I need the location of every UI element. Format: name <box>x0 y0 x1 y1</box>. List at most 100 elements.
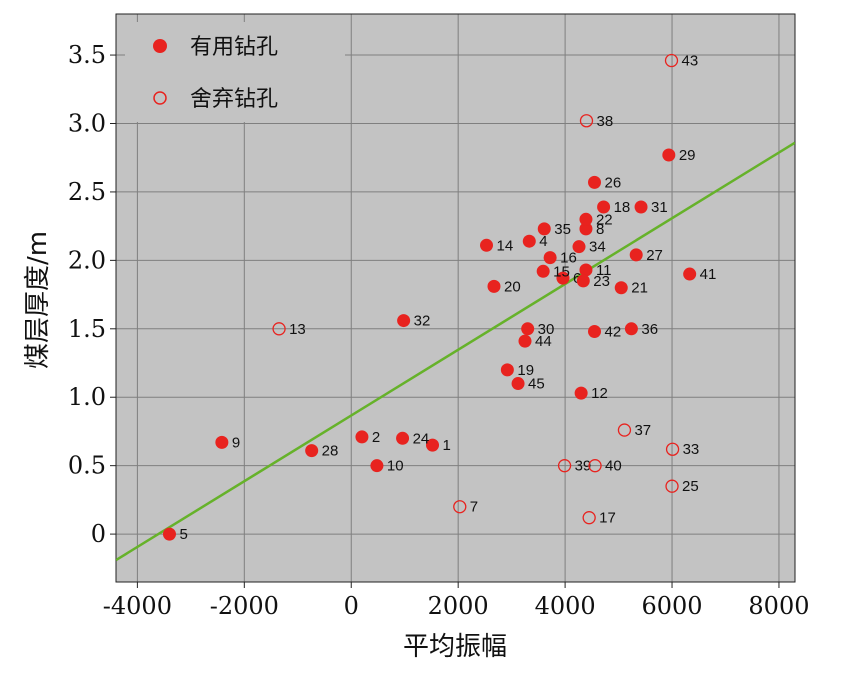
x-tick-label: 6000 <box>641 592 702 620</box>
data-point-filled <box>634 200 648 214</box>
data-point-filled <box>614 281 628 295</box>
data-point-filled <box>487 279 501 293</box>
data-point-filled <box>396 431 410 445</box>
data-point-filled <box>355 430 369 444</box>
data-point-filled <box>426 438 440 452</box>
data-point-filled <box>579 263 593 277</box>
legend-label-discarded: 舍弃钻孔 <box>190 87 278 112</box>
data-point-open <box>665 442 680 456</box>
legend: 有用钻孔 舍弃钻孔 <box>125 22 345 122</box>
point-label: 36 <box>641 321 658 338</box>
point-label: 43 <box>681 53 698 70</box>
data-point-open <box>664 53 679 68</box>
point-label: 31 <box>651 199 668 216</box>
data-point-filled <box>397 314 411 328</box>
legend-background <box>125 22 345 122</box>
y-tick-label: 0.5 <box>68 452 106 480</box>
data-point-filled <box>629 248 643 262</box>
point-label: 34 <box>589 239 606 256</box>
point-label: 11 <box>596 262 612 279</box>
legend-marker-filled <box>153 39 167 53</box>
point-label: 37 <box>634 422 651 439</box>
data-point-open <box>582 511 596 525</box>
data-point-filled <box>480 238 494 252</box>
point-label: 9 <box>232 434 240 451</box>
x-tick-label: -4000 <box>103 592 172 620</box>
data-point-open <box>579 114 594 128</box>
y-tick-label: 3.0 <box>68 109 106 137</box>
data-point-open <box>272 322 286 336</box>
point-label: 17 <box>599 510 616 527</box>
point-label: 24 <box>413 430 430 447</box>
y-tick-label: 0 <box>91 520 106 548</box>
point-label: 7 <box>470 499 478 516</box>
point-label: 19 <box>517 362 534 379</box>
data-point-filled <box>597 200 611 214</box>
data-point-open <box>453 500 467 514</box>
point-label: 1 <box>443 437 451 454</box>
x-tick-label: 0 <box>344 592 359 620</box>
point-label: 45 <box>528 376 545 393</box>
data-point-filled <box>588 175 602 189</box>
x-tick-label: 2000 <box>428 592 489 620</box>
plot-border <box>115 13 796 583</box>
y-tick-label: 2.0 <box>68 246 106 274</box>
data-point-filled <box>543 251 557 265</box>
data-point-filled <box>511 377 525 391</box>
point-label: 6 <box>573 270 581 287</box>
data-point-open <box>557 459 572 473</box>
data-point-filled <box>588 325 602 339</box>
y-tick-label: 2.5 <box>68 178 106 206</box>
point-label: 38 <box>596 113 613 130</box>
x-tick-label: 4000 <box>535 592 596 620</box>
y-tick-label: 1.0 <box>68 383 106 411</box>
point-label: 20 <box>504 278 521 295</box>
point-label: 44 <box>535 333 552 350</box>
y-tick-label: 1.5 <box>68 315 106 343</box>
point-label: 35 <box>554 221 571 238</box>
point-label: 14 <box>497 237 514 254</box>
data-point-filled <box>683 267 697 281</box>
data-point-filled <box>162 527 176 541</box>
point-label: 39 <box>575 458 592 475</box>
data-point-filled <box>521 322 535 336</box>
data-point-filled <box>662 148 676 162</box>
data-point-filled <box>370 459 384 473</box>
point-label: 26 <box>605 174 622 191</box>
data-point-filled <box>522 234 536 248</box>
data-point-filled <box>518 334 532 348</box>
point-label: 16 <box>560 250 577 267</box>
data-point-filled <box>624 322 638 336</box>
data-point-filled <box>579 222 593 236</box>
point-label: 27 <box>646 247 663 264</box>
data-point-filled <box>574 386 588 400</box>
x-tick-label: 8000 <box>748 592 809 620</box>
data-point-filled <box>215 435 229 449</box>
legend-label-useful: 有用钻孔 <box>190 35 278 60</box>
data-point-filled <box>305 444 319 458</box>
point-label: 23 <box>593 273 610 290</box>
data-point-filled <box>576 274 590 288</box>
point-label: 25 <box>682 478 699 495</box>
point-label: 41 <box>700 266 717 283</box>
point-label: 33 <box>683 441 700 458</box>
x-tick-label: -2000 <box>210 592 279 620</box>
data-point-filled <box>537 222 551 236</box>
data-point-filled <box>579 212 593 226</box>
data-point-open <box>665 479 679 493</box>
y-axis-title: 煤层厚度/m <box>23 231 53 369</box>
point-label: 28 <box>322 443 339 460</box>
data-point-filled <box>556 271 570 285</box>
point-label: 40 <box>605 458 622 475</box>
point-label: 18 <box>614 199 631 216</box>
point-label: 42 <box>605 324 622 341</box>
x-axis-title: 平均振幅 <box>403 632 507 662</box>
point-label: 29 <box>679 147 696 164</box>
data-point-filled <box>500 363 514 377</box>
point-label: 30 <box>538 321 555 338</box>
point-label: 22 <box>596 211 613 228</box>
legend-marker-open <box>153 91 167 105</box>
point-label: 2 <box>372 429 380 446</box>
